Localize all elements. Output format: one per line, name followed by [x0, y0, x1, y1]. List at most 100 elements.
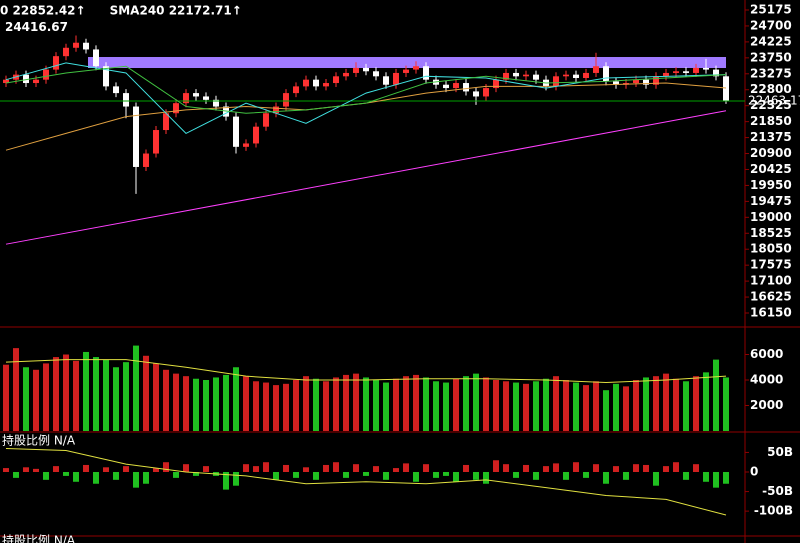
bar [363, 377, 369, 431]
indicator-line [5, 65, 727, 114]
bar [443, 382, 449, 431]
bar [73, 360, 79, 431]
high-annotation: 24416.67 [5, 20, 68, 34]
bar [663, 466, 669, 472]
candle-body [443, 84, 449, 89]
candle-body [73, 42, 79, 48]
bar [193, 378, 199, 431]
candle-body [393, 72, 399, 85]
bar [83, 351, 89, 431]
bar [403, 463, 409, 472]
bar [373, 466, 379, 472]
y-tick-label: 24700 [750, 18, 792, 32]
y-tick-label: 2000 [750, 398, 783, 412]
candle-body [33, 79, 39, 84]
candle-body [673, 71, 679, 73]
bar [123, 466, 129, 472]
bar [673, 462, 679, 472]
candle-body [113, 86, 119, 94]
bar [153, 468, 159, 472]
candle-body [193, 93, 199, 97]
y-tick-label: 20425 [750, 162, 792, 176]
bar [703, 472, 709, 482]
candle-body [173, 103, 179, 114]
bar [503, 464, 509, 472]
y-tick-label: 22800 [750, 82, 792, 96]
bar [513, 382, 519, 431]
bar [63, 354, 69, 431]
candle-body [413, 66, 419, 70]
y-tick-label: 0 [750, 465, 758, 479]
bar [713, 359, 719, 431]
bar [363, 472, 369, 476]
candle-body [323, 83, 329, 87]
candle-body [103, 66, 109, 87]
legend-entry: 0 22852.42↑ [0, 4, 86, 18]
bar [213, 377, 219, 431]
bar [513, 472, 519, 478]
bar [33, 369, 39, 431]
bar [103, 359, 109, 431]
bar [153, 363, 159, 431]
bar [253, 466, 259, 472]
y-tick-label: 25175 [750, 3, 792, 17]
y-tick-label: 19000 [750, 210, 792, 224]
candle-body [353, 67, 359, 73]
bar [243, 464, 249, 472]
y-tick-label: 19475 [750, 194, 792, 208]
bar [673, 378, 679, 431]
bar [603, 472, 609, 484]
bar [323, 464, 329, 472]
bar [193, 472, 199, 476]
candle-body [303, 79, 309, 87]
bar [163, 462, 169, 472]
bar [423, 377, 429, 431]
candle-body [93, 49, 99, 67]
bar [623, 386, 629, 431]
bar [373, 380, 379, 431]
bar [563, 472, 569, 480]
bar [543, 466, 549, 472]
bar [553, 463, 559, 472]
y-tick-label: 23275 [750, 66, 792, 80]
bar [283, 464, 289, 472]
bar [243, 376, 249, 431]
bar [633, 464, 639, 472]
candle-body [723, 76, 729, 102]
y-tick-label: 22325 [750, 98, 792, 112]
bar [93, 472, 99, 484]
y-tick-label: 6000 [750, 347, 783, 361]
bar [343, 374, 349, 431]
y-tick-label: 4000 [750, 373, 783, 387]
bar [423, 464, 429, 472]
y-tick-label: 18050 [750, 242, 792, 256]
bar [693, 376, 699, 431]
bar [683, 381, 689, 431]
candle-body [563, 74, 569, 77]
candle-body [243, 143, 249, 147]
bar [303, 376, 309, 431]
bar [713, 472, 719, 488]
candle-body [203, 96, 209, 100]
candle-body [343, 72, 349, 77]
candle-body [253, 126, 259, 144]
bar [353, 464, 359, 472]
candle-body [313, 79, 319, 87]
bar [683, 472, 689, 480]
candle-body [523, 74, 529, 77]
bar [603, 390, 609, 431]
candle-body [23, 74, 29, 84]
bar [583, 385, 589, 431]
candle-body [363, 67, 369, 72]
bar [413, 472, 419, 482]
bar [53, 466, 59, 472]
bar [433, 381, 439, 431]
bar [403, 376, 409, 431]
candle-body [453, 83, 459, 89]
bar [723, 472, 729, 484]
bar [23, 367, 29, 431]
bar [333, 377, 339, 431]
bar [463, 464, 469, 472]
candle-body [223, 106, 229, 117]
